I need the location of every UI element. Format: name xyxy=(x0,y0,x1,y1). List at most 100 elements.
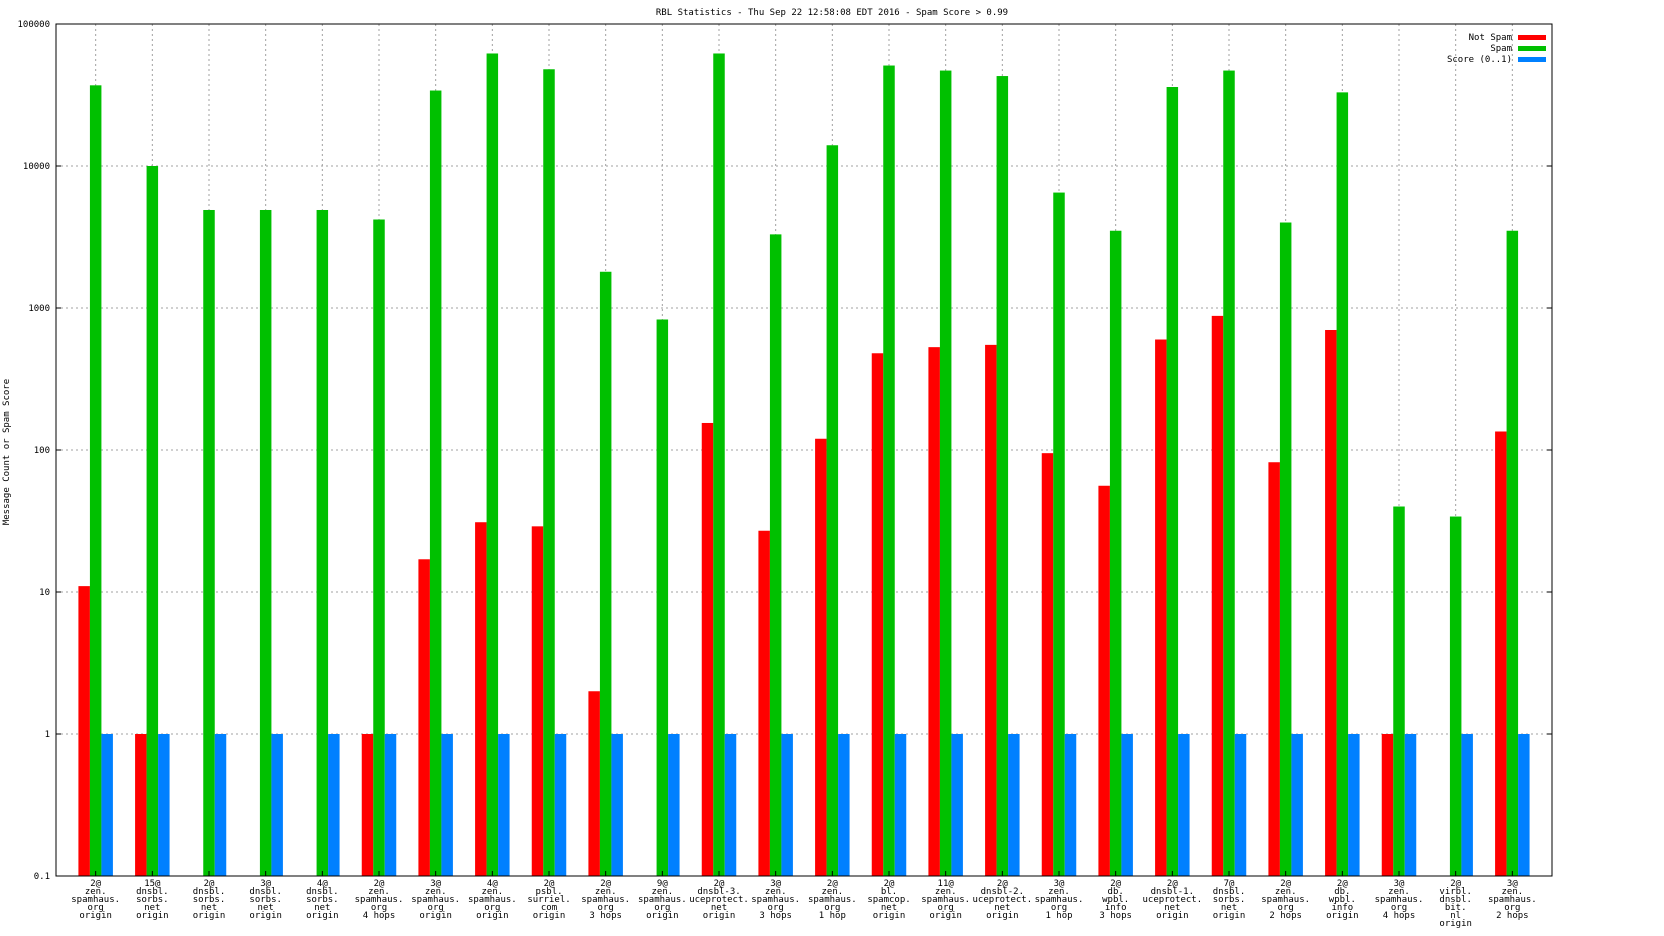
bar-score-0-1 xyxy=(214,734,227,876)
bar-spam xyxy=(1109,230,1122,877)
bar-score-0-1 xyxy=(838,734,850,876)
x-tick-label: dnsbl. xyxy=(1213,887,1246,897)
x-tick-label: 2@ xyxy=(600,879,611,889)
bar-spam xyxy=(486,53,499,876)
x-tick-label: origin xyxy=(929,911,962,921)
x-tick-label: 3@ xyxy=(1394,879,1405,889)
x-tick-label: zen. xyxy=(481,887,503,897)
x-tick-label: origin xyxy=(986,911,1019,921)
x-tick-label: origin xyxy=(703,911,736,921)
x-tick-label: net xyxy=(994,903,1010,913)
bar-not-spam xyxy=(418,559,430,876)
bar-not-spam xyxy=(531,526,544,876)
bar-spam xyxy=(146,166,159,876)
bar-score-0-1 xyxy=(554,734,567,876)
x-tick-label: spamhaus. xyxy=(468,895,517,905)
x-tick-label: origin xyxy=(873,911,906,921)
x-tick-label: 2@ xyxy=(90,879,101,889)
x-tick-label: zen. xyxy=(1275,887,1297,897)
bar-score-0-1 xyxy=(1064,734,1077,876)
x-tick-label: zen. xyxy=(1048,887,1070,897)
x-tick-label: info xyxy=(1105,903,1127,913)
x-tick-label: net xyxy=(201,903,217,913)
x-tick-label: org xyxy=(371,903,387,913)
legend-label: Score (0..1) xyxy=(1447,55,1512,65)
x-tick-label: spamhaus. xyxy=(71,895,120,905)
bar-not-spam xyxy=(78,586,90,876)
bar-score-0-1 xyxy=(611,734,623,876)
x-tick-label: net xyxy=(144,903,160,913)
x-tick-label: 3@ xyxy=(770,879,781,889)
x-tick-label: dnsbl. xyxy=(1439,895,1472,905)
legend-label: Spam xyxy=(1490,44,1512,54)
bar-score-0-1 xyxy=(498,734,510,876)
bar-score-0-1 xyxy=(1121,734,1133,876)
x-tick-label: nl xyxy=(1450,911,1461,921)
x-tick-label: uceprotect. xyxy=(973,895,1033,905)
x-tick-label: origin xyxy=(1156,911,1189,921)
x-tick-label: org xyxy=(428,903,444,913)
bar-score-0-1 xyxy=(781,734,793,876)
bar-score-0-1 xyxy=(724,734,737,876)
legend-swatch xyxy=(1518,46,1546,51)
x-tick-label: 2@ xyxy=(204,879,215,889)
x-tick-label: zen. xyxy=(935,887,957,897)
x-tick-label: 7@ xyxy=(1224,879,1235,889)
x-tick-label: origin xyxy=(79,911,112,921)
bar-score-0-1 xyxy=(1234,734,1247,876)
bar-score-0-1 xyxy=(158,734,170,876)
bar-score-0-1 xyxy=(894,734,907,876)
x-tick-label: dnsbl. xyxy=(249,887,282,897)
bar-spam xyxy=(316,209,329,876)
chart-title: RBL Statistics - Thu Sep 22 12:58:08 EDT… xyxy=(656,8,1008,18)
x-tick-label: org xyxy=(768,903,784,913)
bar-spam xyxy=(939,70,952,876)
x-tick-label: 3 hops xyxy=(589,911,622,921)
x-tick-label: org xyxy=(598,903,614,913)
bar-spam xyxy=(883,65,895,877)
x-tick-label: zen. xyxy=(651,887,673,897)
bar-spam xyxy=(1506,230,1519,877)
bar-spam xyxy=(89,85,102,876)
x-tick-label: net xyxy=(881,903,897,913)
x-tick-label: origin xyxy=(1213,911,1246,921)
x-tick-label: wpbl. xyxy=(1329,895,1356,905)
bar-not-spam xyxy=(135,734,147,876)
bar-spam xyxy=(656,319,669,876)
bar-not-spam xyxy=(815,438,827,876)
x-tick-label: 3@ xyxy=(260,879,271,889)
x-tick-label: net xyxy=(1164,903,1180,913)
x-tick-label: 2@ xyxy=(1110,879,1121,889)
bar-not-spam xyxy=(475,522,487,876)
bar-not-spam xyxy=(1211,315,1224,877)
x-tick-label: 4 hops xyxy=(363,911,396,921)
x-tick-label: 2@ xyxy=(1280,879,1291,889)
x-tick-label: 4@ xyxy=(487,879,498,889)
x-tick-label: spamhaus. xyxy=(751,895,800,905)
x-tick-label: origin xyxy=(533,911,566,921)
bar-spam xyxy=(203,209,215,876)
bar-not-spam xyxy=(985,344,997,876)
x-tick-label: dnsbl. xyxy=(193,887,226,897)
x-tick-label: sorbs. xyxy=(136,895,169,905)
x-tick-label: 4 hops xyxy=(1383,911,1416,921)
x-tick-label: spamhaus. xyxy=(581,895,630,905)
y-tick-label: 10 xyxy=(39,588,50,598)
bar-spam xyxy=(713,53,725,876)
x-tick-label: sorbs. xyxy=(1213,895,1246,905)
x-tick-label: 1 hop xyxy=(1045,911,1072,921)
x-tick-label: db. xyxy=(1108,887,1124,897)
x-tick-label: 1 hop xyxy=(819,911,846,921)
x-tick-label: 9@ xyxy=(657,879,668,889)
bar-spam xyxy=(1393,506,1405,876)
x-tick-label: spamcop. xyxy=(867,895,910,905)
bar-not-spam xyxy=(1325,329,1337,876)
x-tick-label: 2@ xyxy=(714,879,725,889)
x-tick-label: uceprotect. xyxy=(1143,895,1203,905)
x-tick-label: net xyxy=(711,903,727,913)
bar-spam xyxy=(769,234,782,876)
y-tick-label: 1000 xyxy=(28,304,50,314)
x-tick-label: spamhaus. xyxy=(921,895,970,905)
bar-spam xyxy=(1279,222,1292,877)
x-tick-label: spamhaus. xyxy=(1488,895,1537,905)
